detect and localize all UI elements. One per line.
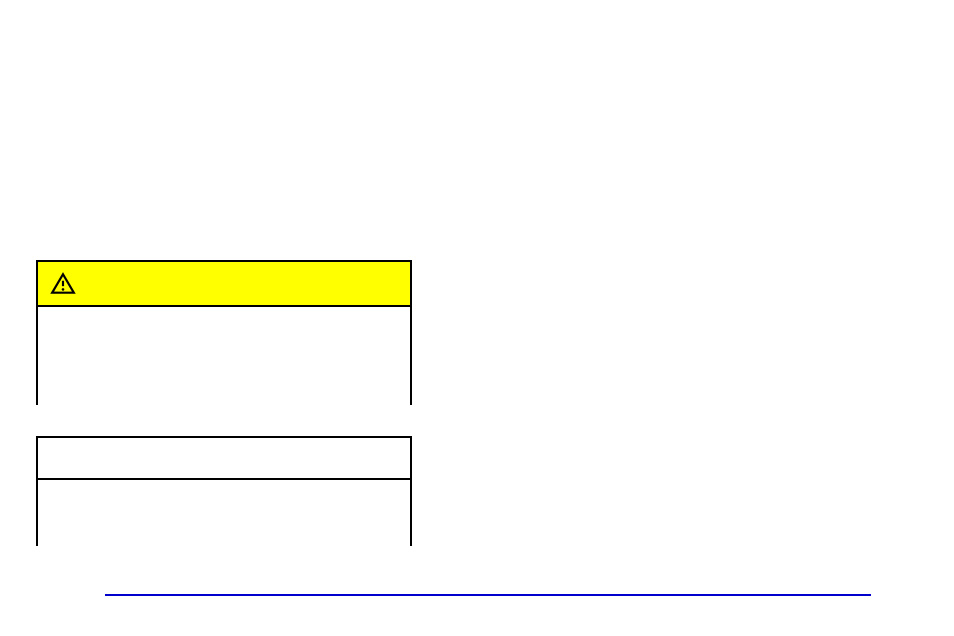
notice-box [36, 436, 412, 546]
notice-body [38, 480, 410, 546]
warning-triangle-icon [50, 271, 76, 297]
caution-body [38, 307, 410, 405]
caution-header [38, 262, 410, 307]
notice-header [38, 438, 410, 480]
caution-box [36, 260, 412, 405]
divider-line [105, 594, 871, 596]
